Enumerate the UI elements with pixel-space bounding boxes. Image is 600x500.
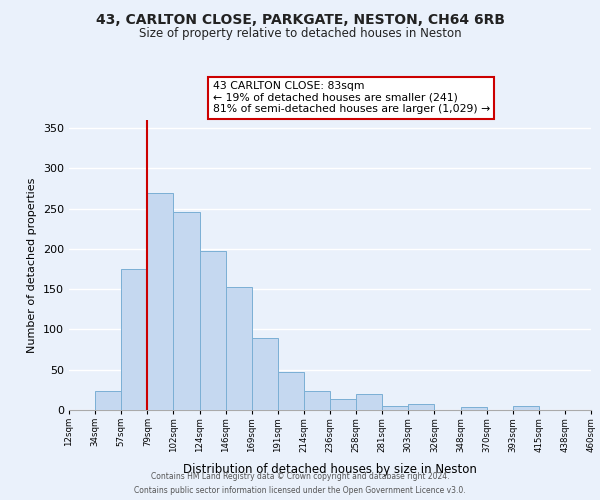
Text: Contains public sector information licensed under the Open Government Licence v3: Contains public sector information licen… — [134, 486, 466, 495]
Bar — [461, 407, 487, 410]
Bar — [95, 392, 121, 410]
Bar — [148, 192, 173, 410]
Bar — [278, 372, 304, 410]
Bar — [356, 394, 382, 410]
Bar — [226, 287, 252, 410]
Bar — [330, 398, 356, 410]
Text: Size of property relative to detached houses in Neston: Size of property relative to detached ho… — [139, 28, 461, 40]
Bar — [382, 406, 409, 410]
Bar — [304, 390, 330, 410]
Text: 43, CARLTON CLOSE, PARKGATE, NESTON, CH64 6RB: 43, CARLTON CLOSE, PARKGATE, NESTON, CH6… — [95, 12, 505, 26]
Bar — [173, 212, 199, 410]
Bar — [252, 338, 278, 410]
Bar — [513, 406, 539, 410]
Bar — [409, 404, 434, 410]
Bar — [121, 269, 148, 410]
Y-axis label: Number of detached properties: Number of detached properties — [28, 178, 37, 352]
Bar — [199, 252, 226, 410]
Text: Contains HM Land Registry data © Crown copyright and database right 2024.: Contains HM Land Registry data © Crown c… — [151, 472, 449, 481]
Text: 43 CARLTON CLOSE: 83sqm
← 19% of detached houses are smaller (241)
81% of semi-d: 43 CARLTON CLOSE: 83sqm ← 19% of detache… — [212, 81, 490, 114]
X-axis label: Distribution of detached houses by size in Neston: Distribution of detached houses by size … — [183, 463, 477, 476]
